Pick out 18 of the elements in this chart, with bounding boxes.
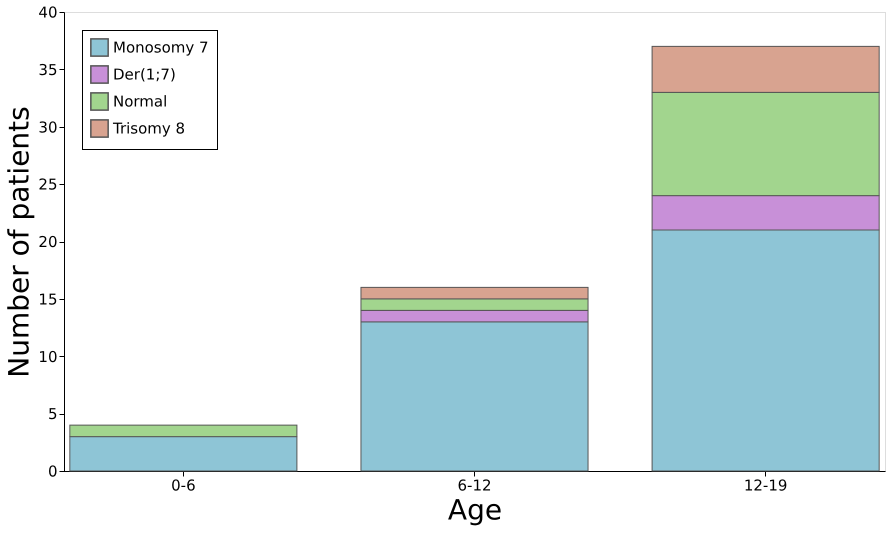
y-tick-label: 20 bbox=[38, 233, 58, 251]
legend-label: Der(1;7) bbox=[113, 66, 176, 84]
x-tick-label: 0-6 bbox=[171, 476, 196, 494]
y-tick-label: 15 bbox=[38, 290, 58, 308]
y-tick-label: 35 bbox=[38, 60, 58, 79]
y-tick-label: 30 bbox=[38, 118, 58, 136]
legend-label: Normal bbox=[113, 92, 168, 110]
y-tick-label: 5 bbox=[48, 405, 58, 424]
legend-label: Trisomy 8 bbox=[112, 120, 186, 138]
y-tick-label: 10 bbox=[38, 348, 58, 366]
x-tick-label: 6-12 bbox=[457, 476, 492, 494]
legend-label: Monosomy 7 bbox=[113, 38, 209, 56]
y-tick-label: 40 bbox=[38, 4, 58, 22]
y-tick-label: 25 bbox=[38, 176, 58, 194]
x-axis-title: Age bbox=[448, 494, 502, 526]
y-axis-title: Number of patients bbox=[2, 106, 36, 378]
y-tick-label: 0 bbox=[48, 462, 58, 480]
x-tick-label: 12-19 bbox=[744, 476, 788, 494]
